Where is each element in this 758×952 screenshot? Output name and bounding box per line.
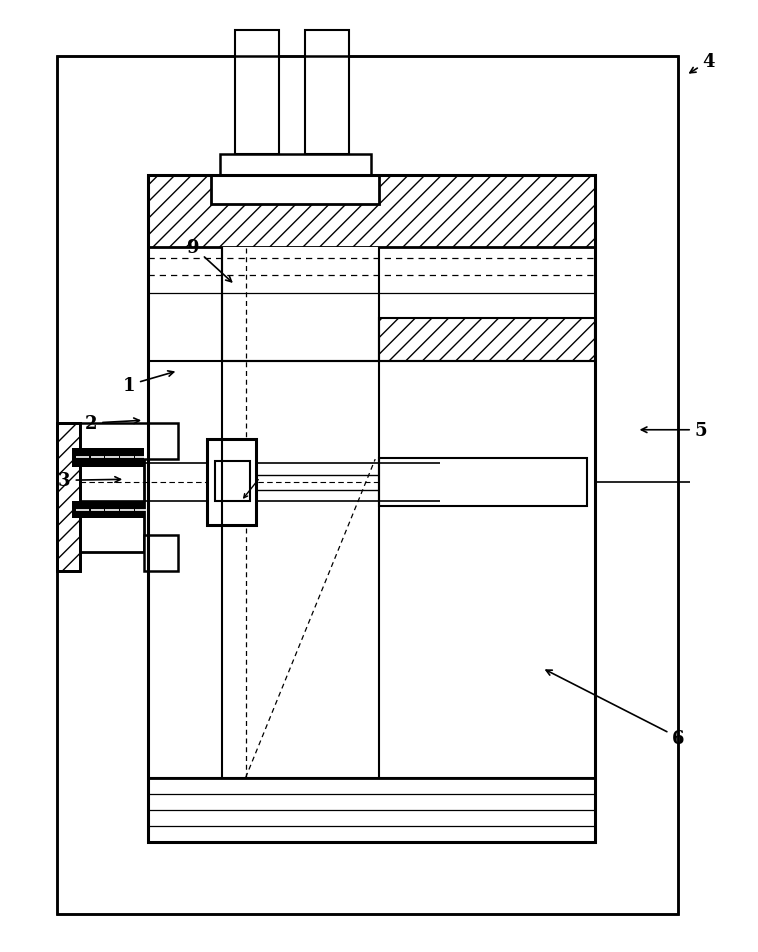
Text: 4: 4 xyxy=(690,53,715,73)
Bar xyxy=(72,448,144,467)
Text: 9: 9 xyxy=(187,239,231,283)
Bar xyxy=(379,248,595,778)
Bar xyxy=(222,248,379,778)
Bar xyxy=(220,155,371,176)
Bar xyxy=(80,424,178,460)
Bar xyxy=(211,176,379,205)
Bar xyxy=(379,248,595,778)
Bar xyxy=(148,176,595,248)
Bar xyxy=(57,424,80,571)
Bar xyxy=(148,319,222,362)
Bar xyxy=(148,176,595,843)
Bar xyxy=(215,462,250,502)
Bar xyxy=(80,443,144,552)
Bar xyxy=(379,459,587,506)
Text: 3: 3 xyxy=(58,472,121,489)
Bar xyxy=(379,319,595,362)
Bar xyxy=(235,31,279,155)
Text: 5: 5 xyxy=(641,422,707,439)
Bar xyxy=(148,176,595,843)
Bar xyxy=(207,440,256,526)
Text: 2: 2 xyxy=(85,415,139,432)
Bar xyxy=(148,778,595,843)
Bar xyxy=(222,295,302,362)
Text: 6: 6 xyxy=(546,670,684,746)
Bar xyxy=(72,502,144,519)
Bar xyxy=(144,535,178,571)
Bar xyxy=(379,295,595,362)
Bar xyxy=(305,31,349,155)
Bar xyxy=(57,424,80,571)
Bar xyxy=(148,248,222,778)
Text: 1: 1 xyxy=(123,371,174,394)
Bar xyxy=(57,57,678,914)
Bar xyxy=(57,57,678,914)
